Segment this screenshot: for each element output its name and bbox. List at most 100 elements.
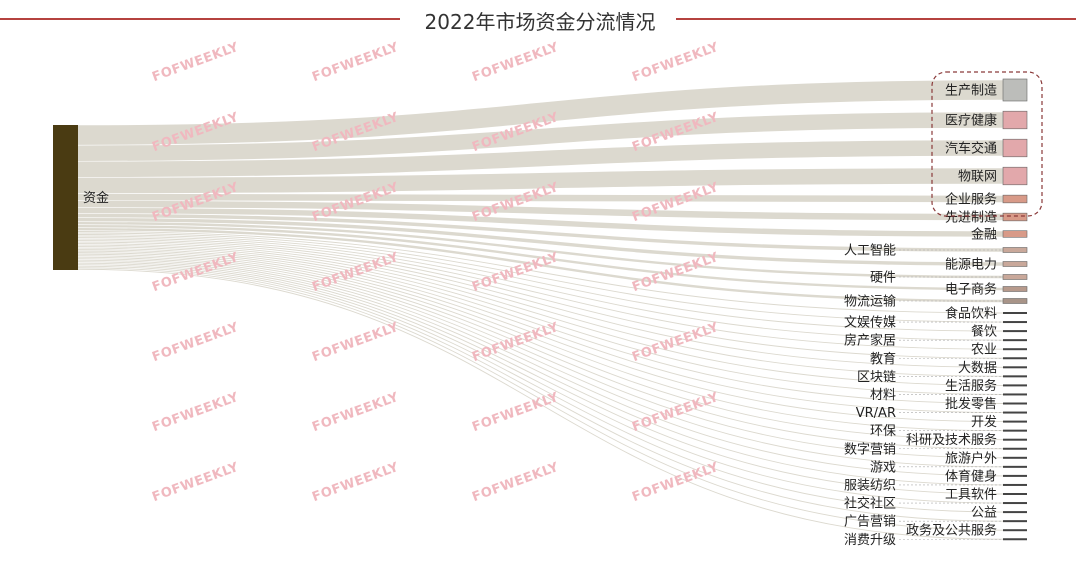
target-node-bar [1002,261,1028,267]
target-label: 人工智能 [844,244,896,259]
target-label: 旅游户外 [945,450,997,466]
target-label: 能源电力 [945,258,997,273]
flow-link [77,80,1004,145]
flow-link [77,259,1004,486]
flow-link [77,265,1004,522]
target-node-bar [1003,483,1027,486]
target-node-bar [1003,375,1027,378]
target-node: 区块链 [857,370,1027,385]
target-node: 汽车交通 [945,138,1028,158]
target-node: 生活服务 [945,378,1027,394]
target-label: 食品饮料 [945,306,997,322]
target-node: 社交社区 [844,496,1027,512]
target-node-bar [1003,339,1027,342]
flow-link [77,267,1004,531]
source-node [53,125,78,270]
target-node-bar [1003,366,1027,369]
chart-title: 2022年市场资金分流情况 [0,6,1080,35]
target-node: 广告营销 [844,515,1027,530]
flow-link [77,249,1004,423]
title-rule-left [0,18,400,20]
flow-link [77,237,1004,350]
target-node-bar [1003,321,1027,324]
target-node: 大数据 [958,361,1027,376]
flow-link [77,231,1004,314]
target-label: 物联网 [958,170,997,185]
target-label: 体育健身 [945,468,997,484]
target-node-bar [1002,247,1028,253]
target-label: 硬件 [870,271,896,286]
flow-link [77,234,1004,332]
target-node: 物流运输 [844,294,1028,310]
target-label: 教育 [870,351,896,367]
target-label: 社交社区 [844,496,896,512]
target-node: 材料 [870,388,1027,403]
target-node-bar [1003,429,1027,432]
target-label: VR/AR [856,406,896,421]
target-label: 大数据 [958,361,997,376]
flow-link [77,232,1004,323]
target-node-bar [1003,420,1027,423]
target-node: VR/AR [856,406,1027,421]
target-label: 政务及公共服务 [906,523,997,539]
target-node: 房产家居 [844,333,1027,349]
target-label: 汽车交通 [945,141,997,157]
flow-link [77,207,1004,237]
highlight-box [931,71,1043,217]
target-node: 电子商务 [945,282,1028,298]
target-node-bar [1002,230,1028,238]
target-node-bar [1003,465,1027,468]
target-label: 消费升级 [844,533,896,548]
target-node: 企业服务 [945,192,1028,208]
target-node-bar [1002,110,1028,130]
flow-link [77,217,1004,266]
target-label: 物流运输 [844,294,896,310]
flow-link [77,112,1004,161]
target-node-bar [1003,538,1027,541]
flow-link [77,228,1004,303]
target-node-bar [1002,286,1028,292]
target-node: 金融 [971,227,1028,243]
target-label: 区块链 [857,370,896,385]
target-label: 科研及技术服务 [906,432,997,448]
target-node-bar [1003,474,1027,477]
target-node: 批发零售 [945,396,1027,412]
target-node-bar [1003,529,1027,532]
target-label: 批发零售 [945,396,997,412]
flow-link [77,221,1004,279]
flow-link [77,240,1004,368]
flow-link [77,193,1004,203]
target-label: 文娱传媒 [844,316,896,331]
flow-link [77,264,1004,513]
chart-title-text: 2022年市场资金分流情况 [412,10,668,34]
target-node-bar [1003,502,1027,505]
target-node-bar [1003,456,1027,459]
flow-link [77,250,1004,432]
target-node: 能源电力 [945,258,1028,273]
target-node: 食品饮料 [945,306,1027,322]
target-node-bar [1003,357,1027,360]
target-node: 游戏 [870,460,1027,475]
target-node: 消费升级 [844,533,1027,548]
target-node: 人工智能 [844,244,1028,259]
flow-link [77,213,1004,252]
target-node-bar [1003,330,1027,333]
target-node-bar [1003,393,1027,396]
flow-link [77,261,1004,495]
target-node: 政务及公共服务 [906,523,1027,539]
target-label: 生产制造 [945,84,997,99]
target-node-bar [1002,212,1028,222]
target-label: 材料 [870,388,896,403]
target-node-bar [1002,78,1028,102]
target-node-bar [1003,493,1027,495]
flow-link [77,268,1004,540]
flow-link [77,247,1004,414]
target-label: 金融 [971,227,997,243]
flow-link [77,258,1004,477]
flow-link [77,140,1004,178]
target-node-bar [1003,447,1027,450]
target-node-bar [1002,138,1028,158]
target-node: 工具软件 [945,488,1027,503]
target-node: 开发 [971,414,1027,430]
target-node-bar [1002,194,1028,204]
